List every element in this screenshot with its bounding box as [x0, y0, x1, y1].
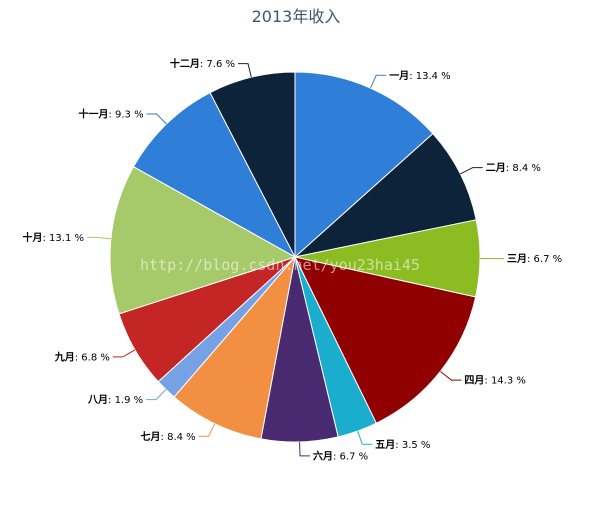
- slice-label: 十一月: 9.3 %: [78, 108, 143, 121]
- slice-label-value: : 13.4 %: [409, 71, 451, 82]
- watermark: http://blog.csdn.net/you23hai45: [140, 256, 420, 274]
- slice-label-value: : 3.5 %: [395, 440, 430, 451]
- pie-slice[interactable]: [209, 71, 296, 258]
- label-connectors: [87, 63, 504, 457]
- label-connector: [146, 113, 167, 125]
- slice-label: 十月: 13.1 %: [23, 231, 85, 244]
- slice-label-value: : 13.1 %: [43, 233, 85, 244]
- slice-label-name: 七月: [141, 430, 161, 443]
- slice-label: 八月: 1.9 %: [87, 394, 143, 406]
- label-connector: [357, 430, 373, 445]
- slice-label: 十二月: 7.6 %: [170, 57, 235, 70]
- slice-label: 一月: 13.4 %: [389, 70, 451, 82]
- slice-label-name: 十二月: [170, 57, 200, 70]
- pie-slice[interactable]: [294, 133, 477, 258]
- slice-label: 九月: 6.8 %: [54, 350, 110, 363]
- slice-label-value: : 6.8 %: [75, 352, 110, 363]
- label-connector: [198, 423, 216, 437]
- slice-label: 六月: 6.7 %: [313, 449, 368, 462]
- slice-label-value: : 14.3 %: [484, 376, 526, 387]
- pie-slice[interactable]: [133, 92, 296, 258]
- slice-label-name: 四月: [464, 375, 484, 387]
- chart-title: 2013年收入: [252, 7, 341, 26]
- label-connector: [299, 441, 310, 457]
- slice-label-name: 十一月: [78, 108, 108, 121]
- slice-label-name: 五月: [375, 439, 395, 451]
- slice-label-name: 一月: [389, 70, 409, 82]
- pie-slices: [109, 71, 481, 443]
- slice-label: 四月: 14.3 %: [464, 375, 526, 387]
- label-connector: [440, 371, 462, 381]
- slice-label-value: : 1.9 %: [108, 395, 143, 406]
- label-connector: [238, 63, 252, 78]
- pie-slice[interactable]: [173, 256, 296, 440]
- slice-label: 七月: 8.4 %: [141, 430, 196, 443]
- slice-label-value: : 8.4 %: [161, 432, 196, 443]
- slice-label-name: 八月: [87, 394, 108, 406]
- slice-label-value: : 6.7 %: [527, 254, 562, 265]
- slice-label: 五月: 3.5 %: [375, 439, 430, 451]
- label-connector: [112, 349, 136, 358]
- slice-label-name: 十月: [23, 231, 43, 244]
- pie-slice[interactable]: [294, 256, 477, 424]
- label-connector: [460, 167, 483, 175]
- label-connector: [370, 74, 387, 89]
- slice-label-name: 九月: [54, 350, 75, 363]
- slice-label-name: 三月: [507, 253, 527, 265]
- label-connector: [146, 389, 167, 401]
- pie-slice[interactable]: [109, 166, 296, 315]
- slice-labels: 一月: 13.4 %二月: 8.4 %三月: 6.7 %四月: 14.3 %五月…: [23, 57, 563, 462]
- slice-label-value: : 6.7 %: [333, 451, 368, 462]
- slice-label: 三月: 6.7 %: [507, 253, 562, 265]
- label-connector: [87, 236, 111, 240]
- slice-label-value: : 9.3 %: [108, 110, 143, 121]
- slice-label-name: 二月: [486, 162, 506, 174]
- pie-slice[interactable]: [294, 71, 434, 258]
- slice-label-value: : 8.4 %: [506, 163, 541, 174]
- slice-label-name: 六月: [313, 449, 333, 462]
- slice-label: 二月: 8.4 %: [486, 162, 541, 174]
- slice-label-value: : 7.6 %: [200, 59, 235, 70]
